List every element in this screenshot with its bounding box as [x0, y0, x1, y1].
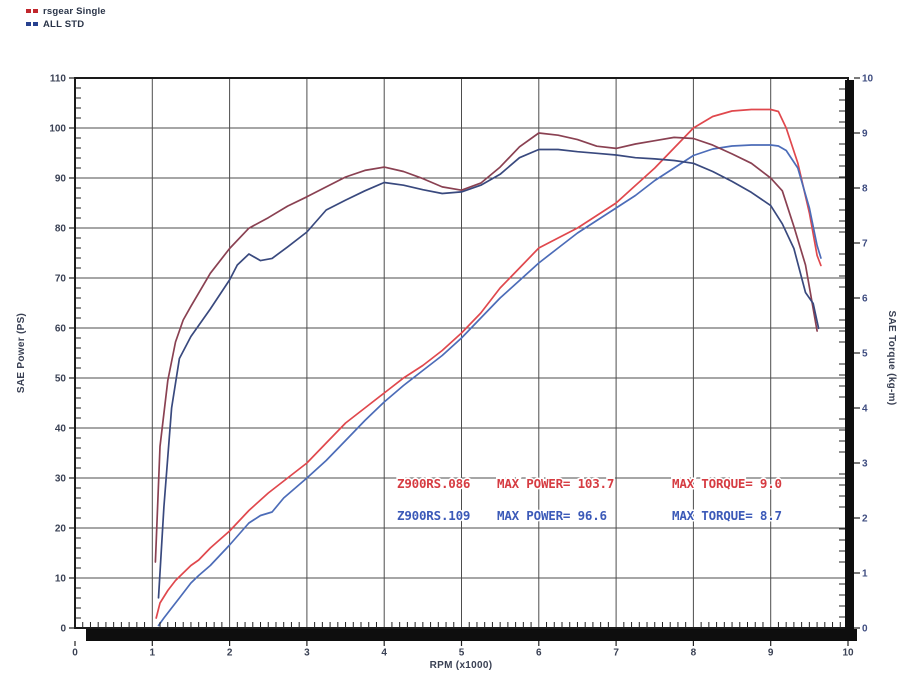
legend-item-label: rsgear Single	[43, 5, 106, 17]
y-left-tick-label: 20	[55, 524, 67, 535]
y-left-axis-title: SAE Power (PS)	[16, 313, 27, 393]
annotation-max-torque-std: MAX TORQUE= 8.7	[672, 508, 782, 523]
y-right-tick-label: 2	[862, 514, 868, 525]
y-right-tick-label: 0	[862, 624, 868, 635]
annotation-max-torque-rsgear: MAX TORQUE= 9.0	[672, 476, 782, 491]
x-tick-label: 0	[72, 647, 78, 658]
y-right-tick-label: 6	[862, 294, 868, 305]
annotation-max-power-rsgear: MAX POWER= 103.7	[497, 476, 614, 491]
y-right-tick-label: 1	[862, 569, 868, 580]
legend-marker-rsgear-icon	[26, 9, 38, 13]
curve-rsgear-single-torque	[154, 132, 818, 563]
x-tick-label: 10	[842, 647, 854, 658]
y-left-tick-label: 10	[55, 574, 67, 585]
annotation-model-std: Z900RS.109	[397, 508, 470, 523]
curve-all-std-power	[157, 144, 822, 627]
curves-layer	[154, 108, 822, 627]
legend-item-std: ALL STD	[26, 18, 106, 30]
x-tick-label: 6	[536, 647, 542, 658]
y-left-tick-label: 80	[55, 224, 67, 235]
y-left-tick-label: 60	[55, 324, 67, 335]
y-right-tick-label: 8	[862, 184, 868, 195]
x-tick-label: 2	[227, 647, 233, 658]
x-tick-label: 3	[304, 647, 310, 658]
bottom-axis-band	[86, 629, 857, 641]
x-tick-label: 7	[613, 647, 619, 658]
y-right-tick-label: 10	[862, 74, 874, 85]
y-left-tick-label: 110	[50, 74, 67, 85]
legend-item-label: ALL STD	[43, 18, 85, 30]
curve-all-std-torque	[157, 148, 820, 599]
y-right-tick-label: 5	[862, 349, 868, 360]
x-tick-label: 1	[150, 647, 156, 658]
y-left-tick-label: 30	[55, 474, 67, 485]
frame-layer	[74, 77, 857, 641]
annotation-model-rsgear: Z900RS.086	[397, 476, 470, 491]
y-left-tick-label: 0	[60, 624, 66, 635]
tick-labels-layer: 0 1 2 3 4 5 6 7 8 9 100102030405060708090100110012…	[49, 74, 873, 659]
x-axis-title: RPM (x1000)	[430, 660, 493, 671]
y-right-tick-label: 3	[862, 459, 868, 470]
curve-rsgear-single-power	[155, 108, 822, 619]
annotation-max-power-std: MAX POWER= 96.6	[497, 508, 607, 523]
y-right-tick-label: 4	[862, 404, 868, 415]
y-right-tick-label: 9	[862, 129, 868, 140]
x-tick-label: 8	[691, 647, 697, 658]
legend-item-rsgear: rsgear Single	[26, 5, 106, 17]
y-left-tick-label: 90	[55, 174, 67, 185]
grid-layer	[75, 78, 848, 628]
y-left-tick-label: 70	[55, 274, 67, 285]
x-tick-label: 4	[381, 647, 387, 658]
annotation-layer: Z900RS.086 MAX POWER= 103.7 MAX TORQUE= …	[396, 475, 784, 525]
legend-marker-std-icon	[26, 22, 38, 26]
y-right-axis-title: SAE Torque (kg-m)	[886, 311, 897, 406]
x-tick-label: 5	[459, 647, 465, 658]
y-left-tick-label: 100	[49, 124, 66, 135]
legend: rsgear Single ALL STD	[26, 5, 106, 31]
y-right-tick-label: 7	[862, 239, 868, 250]
ticks-layer	[69, 77, 860, 646]
x-tick-label: 9	[768, 647, 774, 658]
y-left-tick-label: 50	[55, 374, 67, 385]
right-axis-band	[845, 80, 854, 641]
y-left-tick-label: 40	[55, 424, 67, 435]
